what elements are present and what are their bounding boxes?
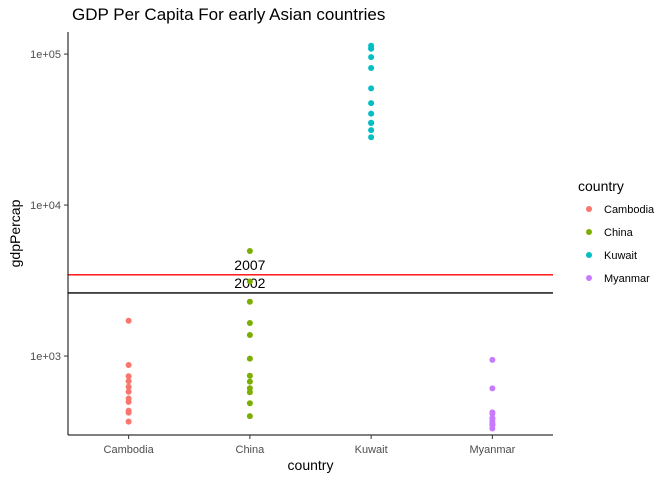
x-tick-label-myanmar: Myanmar [469, 444, 515, 456]
point-kuwait-5 [368, 85, 375, 92]
legend-label-kuwait: Kuwait [604, 250, 637, 262]
point-cambodia-8 [125, 362, 132, 369]
x-tick-label-china: China [236, 444, 266, 456]
point-china-0 [246, 413, 253, 420]
y-tick-label-1e-03: 1e+03 [30, 351, 61, 363]
point-china-3 [246, 385, 253, 392]
point-myanmar-10 [489, 356, 496, 363]
plot-area: 20072002 [68, 42, 553, 432]
legend-key-china [586, 229, 592, 235]
point-cambodia-6 [125, 378, 132, 385]
point-china-2 [246, 400, 253, 407]
point-cambodia-0 [125, 418, 132, 425]
point-china-8 [246, 319, 253, 326]
point-china-10 [246, 278, 253, 285]
point-cambodia-7 [125, 373, 132, 380]
legend-title: country [578, 178, 624, 194]
point-myanmar-8 [489, 410, 496, 417]
axes: 1e+03 1e+04 1e+05 Cambodia China Kuwait Myanma… [7, 32, 553, 473]
legend-label-myanmar: Myanmar [604, 273, 650, 285]
annotation-2007: 2007 [234, 257, 265, 273]
point-cambodia-4 [125, 409, 132, 416]
x-axis-title: country [288, 457, 334, 473]
legend-label-cambodia: Cambodia [604, 204, 655, 216]
legend-key-kuwait [586, 252, 592, 258]
legend-key-myanmar [586, 275, 592, 281]
point-kuwait-6 [368, 127, 375, 134]
point-kuwait-10 [368, 119, 375, 126]
legend-label-china: China [604, 227, 634, 239]
legend: country Cambodia China Kuwait Myanmar [578, 178, 655, 285]
point-cambodia-5 [125, 388, 132, 395]
point-myanmar-9 [489, 385, 496, 392]
point-china-5 [246, 372, 253, 379]
point-china-6 [246, 355, 253, 362]
legend-key-cambodia [586, 206, 592, 212]
point-kuwait-7 [368, 134, 375, 141]
point-kuwait-2 [368, 54, 375, 61]
y-axis-title: gdpPercap [7, 199, 23, 267]
point-cambodia-10 [125, 383, 132, 390]
point-kuwait-3 [368, 64, 375, 71]
point-china-11 [246, 248, 253, 255]
x-tick-label-cambodia: Cambodia [104, 444, 155, 456]
point-cambodia-3 [125, 395, 132, 402]
point-myanmar-7 [489, 415, 496, 422]
y-tick-label-1e-05: 1e+05 [30, 49, 61, 61]
point-kuwait-11 [368, 100, 375, 107]
point-cambodia-9 [125, 317, 132, 324]
point-china-7 [246, 331, 253, 338]
y-tick-label-1e-04: 1e+04 [30, 200, 61, 212]
point-china-9 [246, 298, 253, 305]
point-kuwait-9 [368, 110, 375, 117]
x-tick-label-kuwait: Kuwait [355, 444, 388, 456]
point-china-4 [246, 378, 253, 385]
point-kuwait-4 [368, 45, 375, 52]
chart-title: GDP Per Capita For early Asian countries [72, 5, 386, 24]
